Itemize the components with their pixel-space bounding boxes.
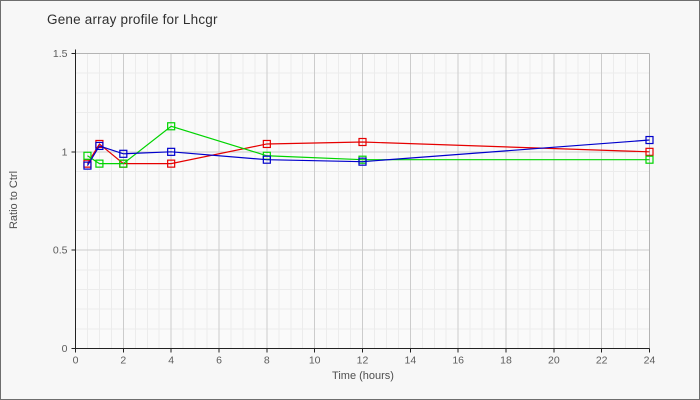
svg-text:24: 24 xyxy=(644,355,656,367)
x-axis-label: Time (hours) xyxy=(332,370,394,382)
svg-text:1.5: 1.5 xyxy=(53,48,68,60)
svg-text:0: 0 xyxy=(73,355,79,367)
svg-text:14: 14 xyxy=(404,355,416,367)
svg-text:18: 18 xyxy=(500,355,512,367)
svg-text:2: 2 xyxy=(120,355,126,367)
svg-text:1: 1 xyxy=(62,146,68,158)
svg-text:20: 20 xyxy=(548,355,560,367)
svg-text:22: 22 xyxy=(596,355,608,367)
svg-text:4: 4 xyxy=(168,355,174,367)
svg-text:10: 10 xyxy=(309,355,321,367)
chart-title: Gene array profile for Lhcgr xyxy=(47,12,218,27)
svg-text:12: 12 xyxy=(357,355,369,367)
svg-text:16: 16 xyxy=(452,355,464,367)
svg-text:8: 8 xyxy=(264,355,270,367)
svg-text:0.5: 0.5 xyxy=(53,245,68,257)
svg-text:0: 0 xyxy=(62,343,68,355)
svg-text:6: 6 xyxy=(216,355,222,367)
